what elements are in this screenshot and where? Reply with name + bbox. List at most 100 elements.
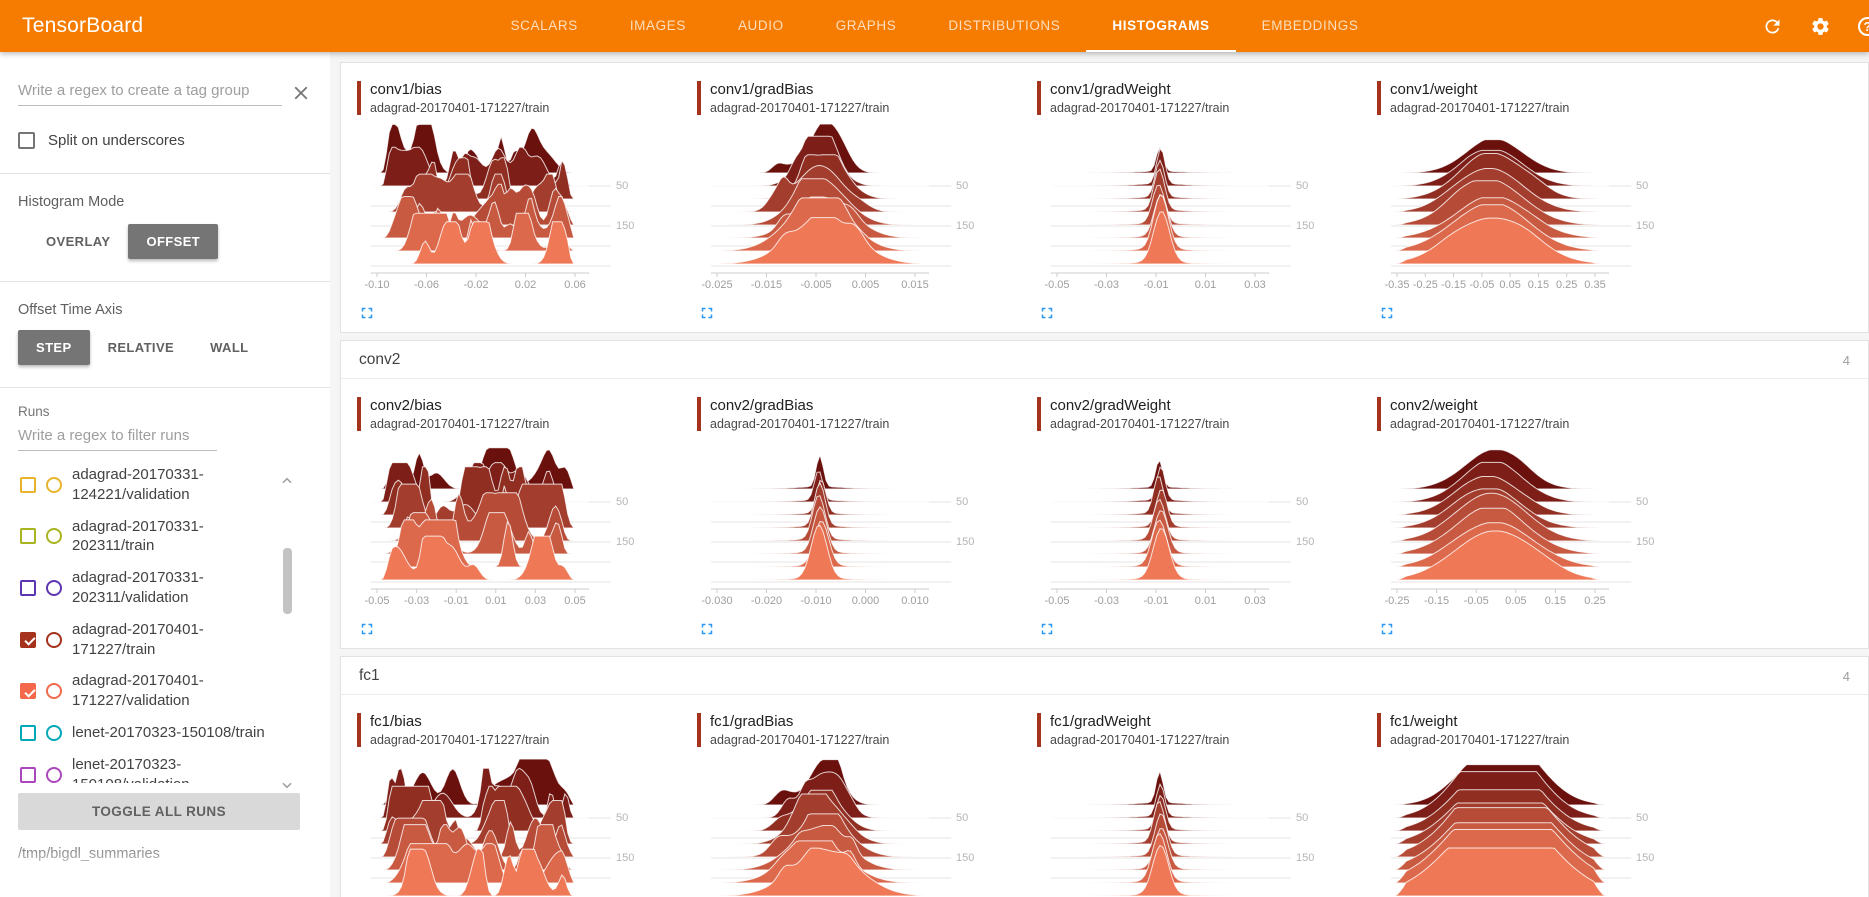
split-underscores-checkbox[interactable] (18, 132, 35, 149)
group-header-fc1[interactable]: fc1 4 (341, 657, 1868, 695)
svg-text:50: 50 (956, 180, 968, 192)
run-color-accent-bar (1037, 397, 1041, 431)
run-color-radio[interactable] (46, 631, 62, 648)
card-title-block: fc1/bias adagrad-20170401-171227/train (357, 713, 697, 747)
histogram-card: conv2/gradWeight adagrad-20170401-171227/… (1037, 397, 1377, 638)
run-checkbox[interactable] (20, 631, 36, 648)
histogram-card: conv1/bias adagrad-20170401-171227/train 5… (357, 81, 697, 322)
axis-step-button[interactable]: STEP (18, 330, 90, 365)
svg-text:50: 50 (616, 180, 628, 192)
svg-text:0.05: 0.05 (564, 595, 585, 607)
run-checkbox[interactable] (20, 476, 36, 493)
runs-section: Runs adagrad-20170331-124221/validationa… (0, 388, 330, 878)
histogram-card: fc1/gradBias adagrad-20170401-171227/trai… (697, 713, 1037, 897)
expand-chart-icon[interactable] (1038, 620, 1056, 638)
run-checkbox[interactable] (20, 724, 36, 741)
refresh-icon[interactable] (1762, 16, 1783, 37)
run-checkbox[interactable] (20, 579, 36, 596)
tab-images[interactable]: IMAGES (629, 17, 686, 33)
tab-distributions[interactable]: DISTRIBUTIONS (948, 17, 1061, 33)
runs-label: Runs (18, 404, 50, 419)
tab-audio[interactable]: AUDIO (737, 17, 784, 33)
expand-chart-icon[interactable] (1038, 304, 1056, 322)
run-color-accent-bar (357, 81, 361, 115)
expand-chart-icon[interactable] (358, 620, 376, 638)
histogram-ridgeline-chart: 50 150 (711, 759, 974, 897)
group-card-fc1: fc1 4 fc1/bias adagrad-20170401-171227/trai… (340, 656, 1869, 897)
chart-tag-name: fc1/gradBias (710, 713, 794, 730)
histogram-ridgeline-chart: 50 150 -0.025 -0.015 -0.005 0.005 0.015 (701, 123, 974, 291)
chart-area: 50 150 -0.10 -0.06 -0.02 0.02 0.06 (357, 123, 697, 300)
svg-text:50: 50 (1636, 812, 1648, 824)
run-row[interactable]: adagrad-20170331-202311/train (0, 511, 330, 563)
run-checkbox[interactable] (20, 766, 36, 783)
run-label: adagrad-20170401-171227/train (72, 620, 204, 658)
chart-area: 50 150 -0.030 -0.020 -0.010 0.000 0.010 (697, 439, 1037, 616)
run-color-accent-bar (697, 397, 701, 431)
group-header-conv2[interactable]: conv2 4 (341, 341, 1868, 379)
svg-text:0.03: 0.03 (525, 595, 546, 607)
svg-text:0.03: 0.03 (1244, 595, 1265, 607)
help-icon[interactable]: ? (1858, 16, 1869, 36)
tab-histograms[interactable]: HISTOGRAMS (1086, 0, 1236, 52)
run-list: adagrad-20170331-124221/validation adagra… (0, 451, 330, 783)
run-color-radio[interactable] (46, 724, 62, 741)
tag-filter-input[interactable] (18, 78, 282, 106)
chart-tag-name: conv2/gradBias (710, 397, 814, 414)
split-underscores-row[interactable]: Split on underscores (18, 132, 312, 149)
toggle-all-runs-button[interactable]: TOGGLE ALL RUNS (18, 793, 300, 830)
card-title-block: conv2/gradBias adagrad-20170401-171227/tr… (697, 397, 1037, 431)
svg-text:-0.35: -0.35 (1384, 279, 1409, 291)
run-color-radio[interactable] (46, 579, 62, 596)
axis-relative-button[interactable]: RELATIVE (107, 340, 175, 355)
card-title-text: fc1/bias adagrad-20170401-171227/train (370, 713, 549, 747)
run-row[interactable]: adagrad-20170331-124221/validation (0, 459, 330, 511)
run-color-radio[interactable] (46, 683, 62, 700)
svg-text:-0.01: -0.01 (444, 595, 469, 607)
chart-run-name: adagrad-20170401-171227/train (370, 101, 550, 115)
run-row[interactable]: lenet-20170323-150108/train (0, 717, 330, 749)
expand-chart-icon[interactable] (1378, 304, 1396, 322)
run-color-radio[interactable] (46, 476, 62, 493)
run-color-radio[interactable] (46, 528, 62, 545)
settings-gear-icon[interactable] (1810, 16, 1831, 37)
run-filter-input[interactable] (18, 423, 217, 451)
histogram-ridgeline-chart: 50 150 (1391, 764, 1654, 897)
run-checkbox[interactable] (20, 683, 36, 700)
sidebar: Split on underscores Histogram Mode OVER… (0, 52, 330, 897)
scrollbar-thumb[interactable] (283, 548, 292, 614)
expand-chart-icon[interactable] (1378, 620, 1396, 638)
clear-filter-icon[interactable] (290, 82, 312, 104)
run-row[interactable]: lenet-20170323-150108/validation (0, 749, 330, 783)
chart-area: 50 150 -0.05 -0.03 -0.01 0.01 0.03 (1037, 439, 1377, 616)
tab-scalars[interactable]: SCALARS (510, 17, 578, 33)
expand-chart-icon[interactable] (698, 304, 716, 322)
scroll-down-icon[interactable] (280, 778, 294, 792)
chart-run-name: adagrad-20170401-171227/train (1390, 101, 1570, 115)
chart-tag-name: conv1/gradWeight (1050, 81, 1171, 98)
expand-chart-icon[interactable] (358, 304, 376, 322)
chart-tag-name: fc1/gradWeight (1050, 713, 1151, 730)
svg-text:50: 50 (616, 496, 628, 508)
tab-embeddings[interactable]: EMBEDDINGS (1261, 17, 1359, 33)
run-color-radio[interactable] (46, 766, 62, 783)
card-title-block: conv1/gradWeight adagrad-20170401-171227/… (1037, 81, 1377, 115)
run-row[interactable]: adagrad-20170401-171227/train (0, 614, 330, 666)
svg-text:-0.10: -0.10 (364, 279, 389, 291)
svg-text:0.000: 0.000 (852, 595, 880, 607)
expand-chart-icon[interactable] (698, 620, 716, 638)
svg-text:0.05: 0.05 (1499, 279, 1520, 291)
run-checkbox[interactable] (20, 528, 36, 545)
axis-wall-button[interactable]: WALL (210, 340, 249, 355)
run-row[interactable]: adagrad-20170401-171227/validation (0, 665, 330, 717)
scroll-up-icon[interactable] (280, 474, 294, 488)
tab-graphs[interactable]: GRAPHS (835, 17, 897, 33)
svg-text:150: 150 (956, 220, 974, 232)
run-label: adagrad-20170331-202311/train (72, 517, 204, 555)
mode-overlay-button[interactable]: OVERLAY (46, 234, 111, 249)
run-row[interactable]: adagrad-20170331-202311/validation (0, 562, 330, 614)
mode-offset-button[interactable]: OFFSET (128, 224, 219, 259)
run-color-accent-bar (1037, 81, 1041, 115)
svg-text:0.01: 0.01 (1195, 595, 1216, 607)
group-card-conv2: conv2 4 conv2/bias adagrad-20170401-171227/… (340, 340, 1869, 649)
